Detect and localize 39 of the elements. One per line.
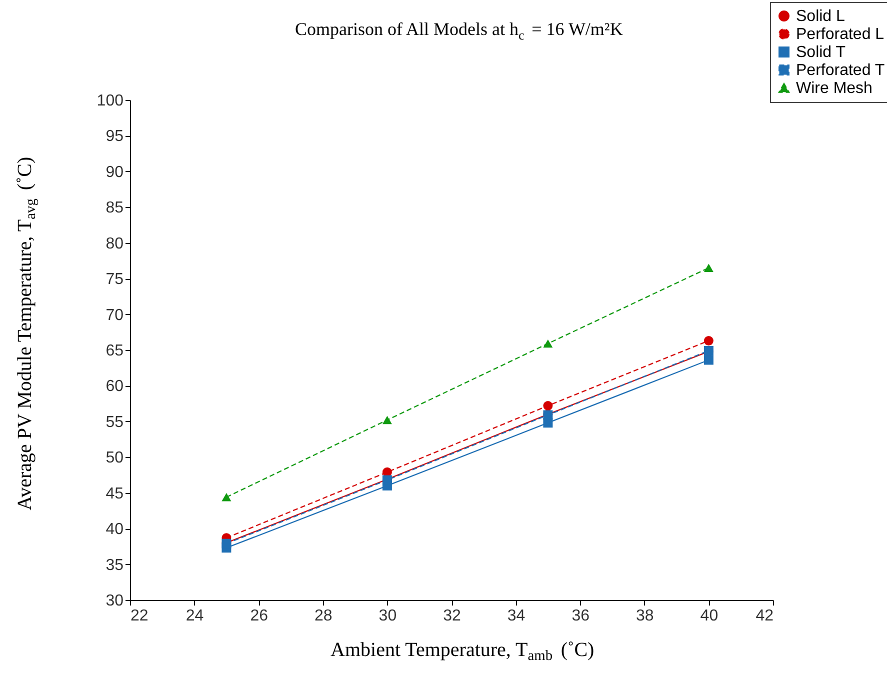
x-tick-label: 26 bbox=[250, 608, 268, 624]
legend-label: Solid T bbox=[796, 44, 846, 61]
y-tick-label: 75 bbox=[106, 271, 124, 288]
x-tick-label: 36 bbox=[572, 608, 590, 624]
y-tick-label: 100 bbox=[96, 92, 124, 110]
legend-label: Perforated L bbox=[796, 26, 884, 43]
x-tick-label: 34 bbox=[507, 608, 526, 624]
point bbox=[543, 400, 553, 410]
point bbox=[704, 264, 714, 272]
point bbox=[704, 355, 714, 365]
y-tick-label: 35 bbox=[106, 556, 124, 574]
x-tick-label: 22 bbox=[130, 608, 148, 624]
y-tick-label: 90 bbox=[106, 164, 124, 181]
y-tick-label: 65 bbox=[106, 342, 124, 360]
y-tick-label: 85 bbox=[106, 200, 124, 217]
x-tick-label: 30 bbox=[378, 608, 397, 624]
y-tick-label: 40 bbox=[106, 521, 124, 538]
y-tick-label: 45 bbox=[106, 485, 124, 502]
x-tick-label: 38 bbox=[636, 608, 654, 624]
x-tick-label: 32 bbox=[443, 608, 461, 624]
y-tick-label: 30 bbox=[106, 592, 124, 610]
legend-label: Wire Mesh bbox=[796, 80, 872, 97]
y-tick-label: 55 bbox=[106, 414, 124, 431]
x-tick-label: 40 bbox=[700, 608, 718, 624]
point bbox=[543, 339, 553, 348]
y-axis-title: Average PV Module Temperature, Tavg (˚C) bbox=[14, 156, 39, 510]
y-tick-label: 70 bbox=[106, 306, 124, 324]
legend-label: Perforated T bbox=[796, 62, 885, 79]
y-tick-label: 50 bbox=[106, 450, 124, 467]
y-tick-label: 80 bbox=[106, 235, 124, 252]
y-tick-label: 60 bbox=[106, 378, 124, 396]
point bbox=[222, 493, 232, 502]
legend-label: Solid L bbox=[796, 8, 846, 25]
point bbox=[382, 416, 392, 424]
x-tick-label: 28 bbox=[314, 608, 332, 624]
point bbox=[704, 336, 714, 346]
x-tick-label: 24 bbox=[186, 608, 204, 624]
y-tick-label: 95 bbox=[106, 128, 124, 146]
x-tick-label: 42 bbox=[756, 608, 774, 624]
